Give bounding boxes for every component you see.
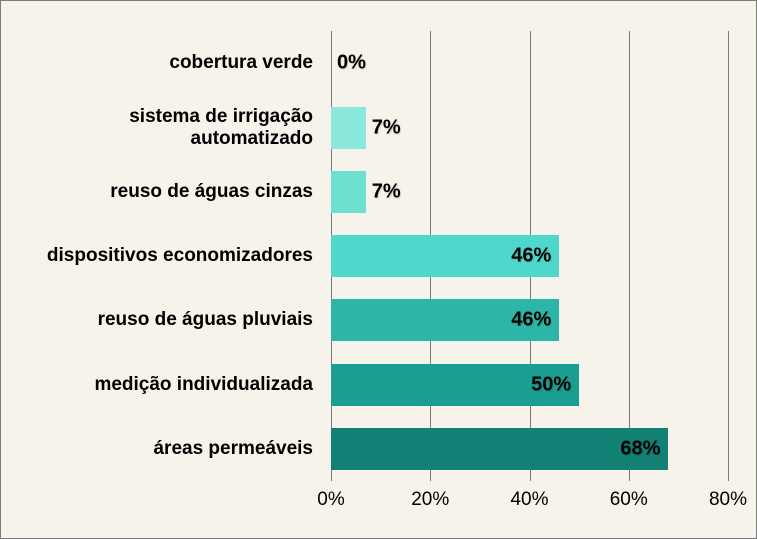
bar-track: 46%: [331, 235, 726, 277]
x-tick-label: 60%: [610, 489, 648, 511]
x-tick-label: 40%: [510, 489, 548, 511]
bar: 46%: [331, 299, 559, 341]
x-tick-label: 0%: [317, 489, 344, 511]
bar-value: 46%: [511, 309, 551, 332]
bar-track: 7%: [331, 107, 726, 149]
bar: 7%: [331, 107, 366, 149]
bar-track: 46%: [331, 299, 726, 341]
bars-area: 0%20%40%60%80%cobertura verde0%sistema d…: [31, 31, 726, 481]
bar-label: reuso de águas cinzas: [31, 181, 331, 203]
bar-label: sistema de irrigaçãoautomatizado: [31, 106, 331, 150]
bar-value: 46%: [511, 245, 551, 268]
bar-value: 50%: [531, 373, 571, 396]
bar-label: cobertura verde: [31, 52, 331, 74]
x-tick-label: 80%: [709, 489, 747, 511]
bar: 68%: [331, 428, 668, 470]
bar-row: dispositivos economizadores 46%: [31, 235, 726, 277]
bar: 50%: [331, 364, 579, 406]
bar-value: 7%: [372, 180, 401, 203]
bar-track: 7%: [331, 171, 726, 213]
bar: 7%: [331, 171, 366, 213]
bar-value: 68%: [620, 437, 660, 460]
bar-row: reuso de águas pluviais 46%: [31, 299, 726, 341]
bar-track: 0%: [331, 42, 726, 84]
bar: 46%: [331, 235, 559, 277]
bar-row: medição individualizada 50%: [31, 364, 726, 406]
bar-label: áreas permeáveis: [31, 438, 331, 460]
bar-row: cobertura verde 0%: [31, 42, 726, 84]
bar-row: áreas permeáveis 68%: [31, 428, 726, 470]
bar-label: medição individualizada: [31, 374, 331, 396]
bar-value: 7%: [372, 117, 401, 140]
bar-row: sistema de irrigaçãoautomatizado7%: [31, 106, 726, 150]
bar-label: dispositivos economizadores: [31, 245, 331, 267]
x-tick-label: 20%: [411, 489, 449, 511]
bar-track: 50%: [331, 364, 726, 406]
grid-line: [728, 31, 729, 481]
bar-label: reuso de águas pluviais: [31, 309, 331, 331]
chart-container: 0% 20% 40% 60% 80% cobertura verde 0% sistema d…: [1, 1, 756, 538]
bar-row: reuso de águas cinzas7%: [31, 171, 726, 213]
bar-value: 0%: [337, 52, 366, 75]
bar-track: 68%: [331, 428, 726, 470]
